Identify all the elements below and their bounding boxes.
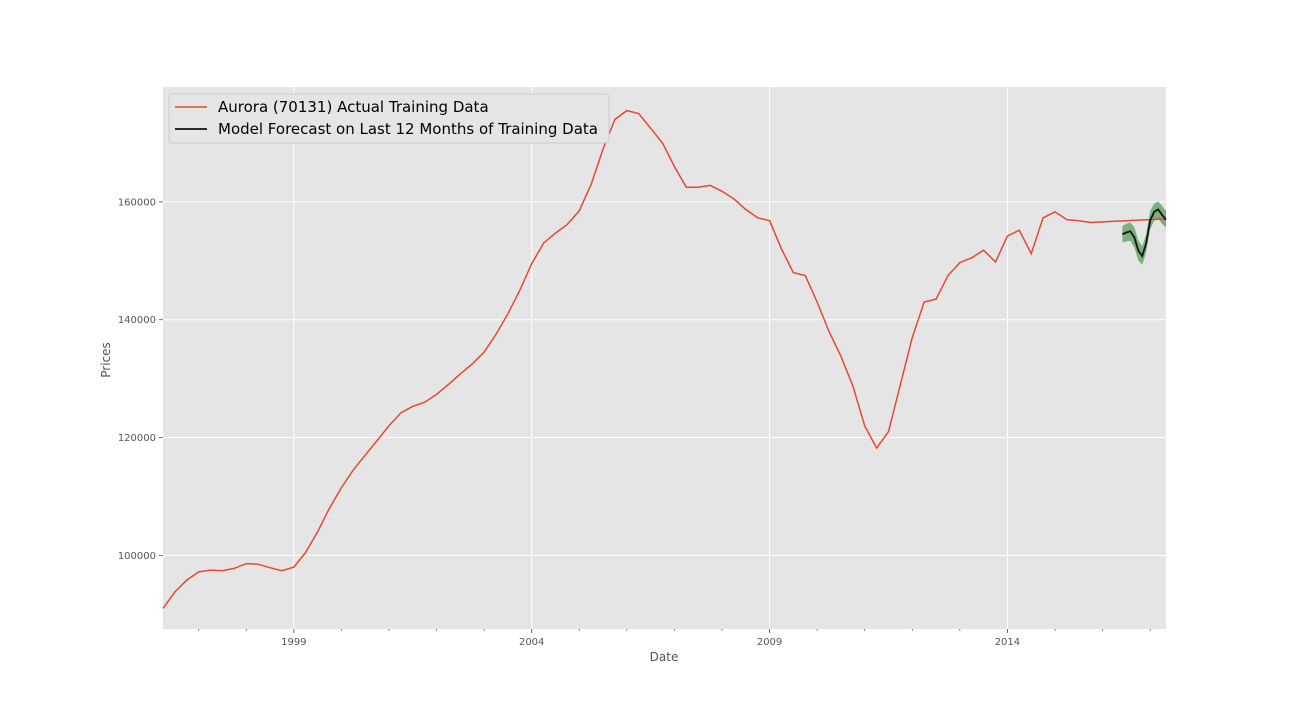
actual-training-data-line: [162, 109, 1167, 609]
y-tick-label: 140000: [118, 315, 156, 326]
x-axis-label: Date: [650, 650, 679, 664]
y-tick-label: 100000: [118, 551, 156, 562]
x-tick-label: 2014: [995, 637, 1020, 648]
forecast-confidence-band: [1122, 201, 1166, 265]
grid-lines: [163, 87, 1166, 629]
y-axis-label: Prices: [99, 342, 113, 378]
x-tick-label: 2004: [519, 637, 544, 648]
legend: Aurora (70131) Actual Training Data Mode…: [168, 93, 610, 144]
legend-label-actual: Aurora (70131) Actual Training Data: [218, 98, 489, 116]
x-tick-label: 2009: [757, 637, 782, 648]
x-axis-ticks: 1999 2004 2009 2014: [198, 629, 1151, 648]
x-tick-label: 1999: [281, 637, 306, 648]
plot-background: [163, 87, 1166, 629]
legend-label-forecast: Model Forecast on Last 12 Months of Trai…: [218, 120, 598, 138]
y-axis-ticks: 100000 120000 140000 160000: [118, 197, 163, 562]
y-tick-label: 120000: [118, 433, 156, 444]
legend-box: [168, 93, 610, 144]
model-forecast-line: [1122, 208, 1167, 259]
y-tick-label: 160000: [118, 197, 156, 208]
